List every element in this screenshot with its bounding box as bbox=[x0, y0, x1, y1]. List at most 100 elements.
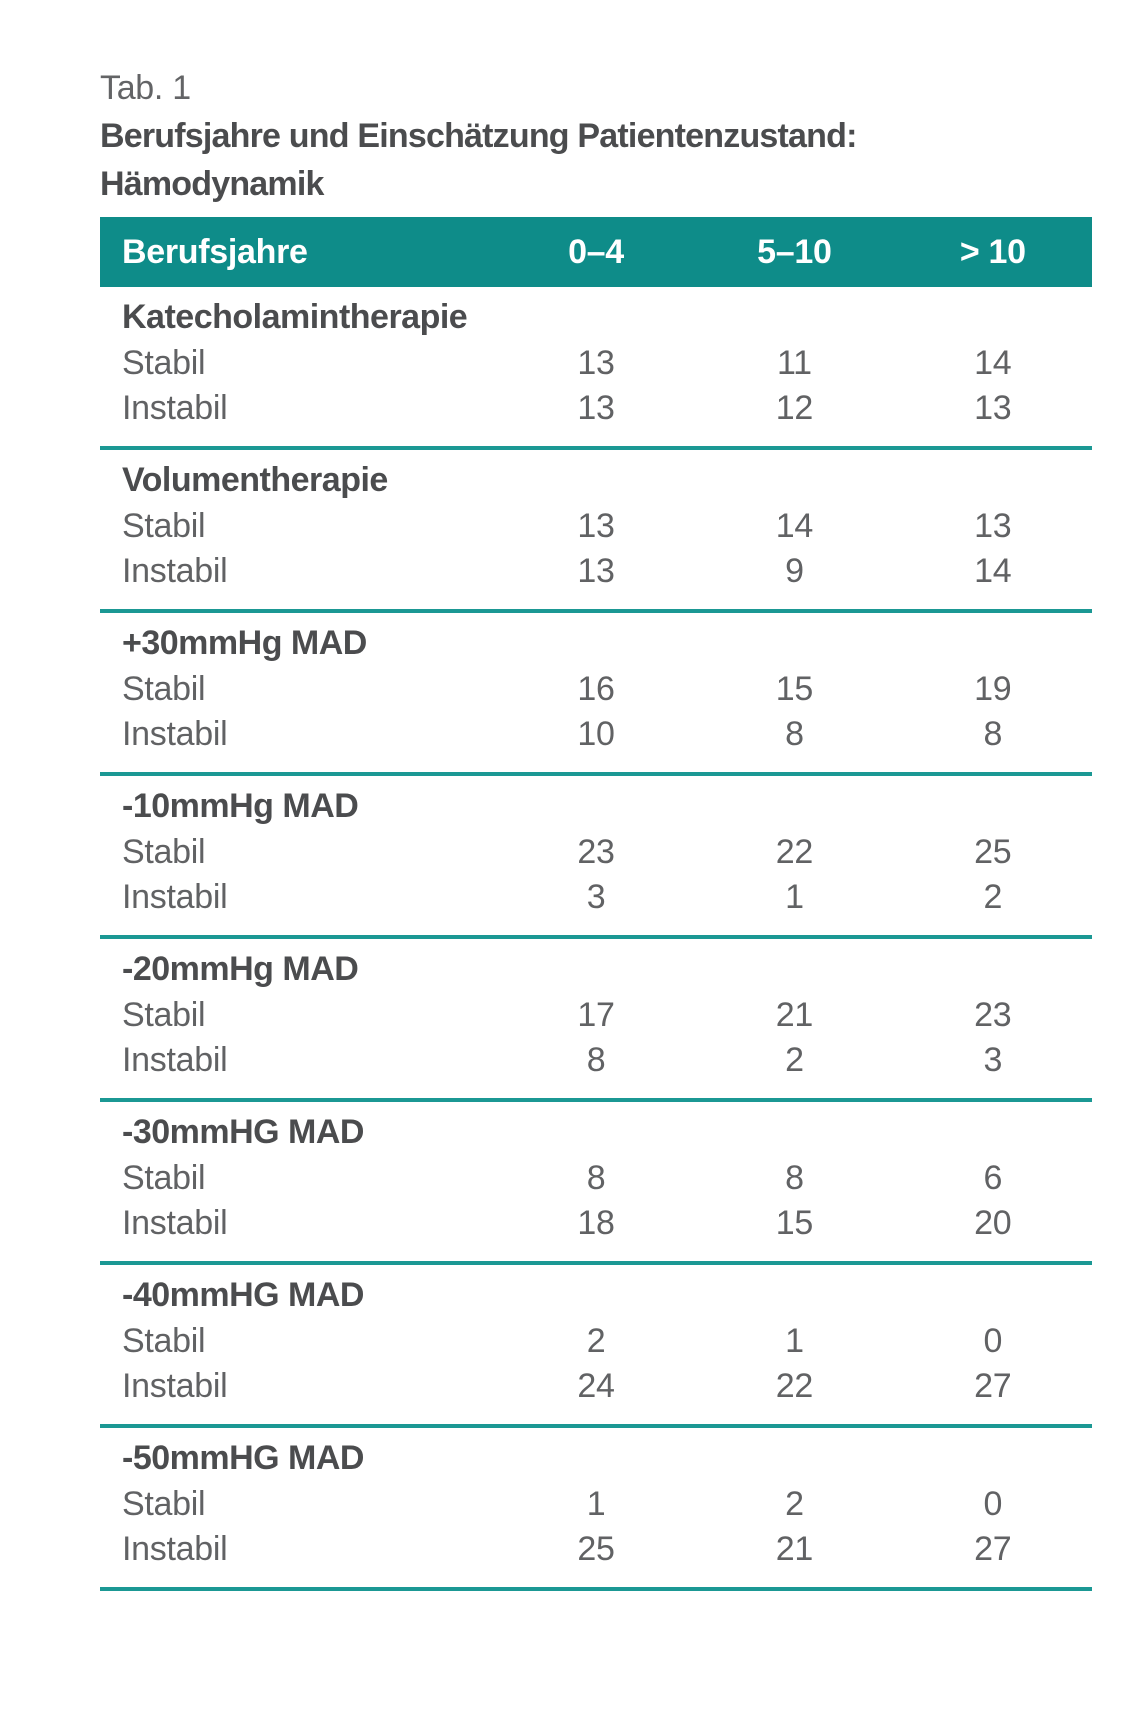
column-header-berufsjahre: Berufsjahre bbox=[122, 232, 308, 271]
section-title: Katecholamintherapie bbox=[122, 298, 468, 336]
cell-value: 11 bbox=[777, 344, 812, 382]
row-label: Stabil bbox=[122, 996, 206, 1034]
table-row: Stabil 2 1 0 bbox=[100, 1319, 1092, 1364]
row-label: Instabil bbox=[122, 1530, 228, 1568]
column-header-5-10: 5–10 bbox=[757, 232, 832, 271]
cell-value: 14 bbox=[775, 507, 814, 545]
cell-value: 22 bbox=[775, 833, 814, 871]
table-section: -40mmHG MAD Stabil 2 1 0 Instabil 24 22 27 bbox=[100, 1265, 1092, 1428]
cell-value: 25 bbox=[577, 1530, 615, 1568]
cell-value: 19 bbox=[974, 670, 1012, 708]
row-label: Instabil bbox=[122, 715, 228, 753]
cell-value: 8 bbox=[785, 715, 804, 753]
cell-value: 25 bbox=[974, 833, 1012, 871]
table-row: Instabil 13 12 13 bbox=[100, 386, 1092, 431]
table-figure: Tab. 1 Berufsjahre und Einschätzung Pati… bbox=[100, 64, 1092, 1591]
cell-value: 8 bbox=[785, 1159, 804, 1197]
row-label: Instabil bbox=[122, 389, 228, 427]
row-label: Instabil bbox=[122, 552, 228, 590]
cell-value: 18 bbox=[577, 1204, 615, 1242]
cell-value: 3 bbox=[586, 878, 606, 916]
row-label: Stabil bbox=[122, 507, 206, 545]
section-title: -50mmHG MAD bbox=[122, 1439, 364, 1477]
table-header-row: Berufsjahre 0–4 5–10 > 10 bbox=[100, 217, 1092, 287]
table-section: -10mmHg MAD Stabil 23 22 25 Instabil 3 1 2 bbox=[100, 776, 1092, 939]
cell-value: 15 bbox=[775, 670, 814, 708]
table-row: Instabil 10 8 8 bbox=[100, 712, 1092, 757]
column-header-0-4: 0–4 bbox=[568, 232, 624, 271]
row-label: Stabil bbox=[122, 1159, 206, 1197]
cell-value: 2 bbox=[785, 1485, 804, 1523]
table-row: Stabil 1 2 0 bbox=[100, 1482, 1092, 1527]
cell-value: 1 bbox=[785, 1322, 804, 1360]
table-section: +30mmHg MAD Stabil 16 15 19 Instabil 10 8 8 bbox=[100, 613, 1092, 776]
cell-value: 12 bbox=[775, 389, 814, 427]
row-label: Stabil bbox=[122, 833, 206, 871]
cell-value: 8 bbox=[586, 1041, 606, 1079]
cell-value: 9 bbox=[785, 552, 804, 590]
row-label: Instabil bbox=[122, 1041, 228, 1079]
row-label: Stabil bbox=[122, 1322, 206, 1360]
table-row: Stabil 13 14 13 bbox=[100, 504, 1092, 549]
table-row: Instabil 24 22 27 bbox=[100, 1364, 1092, 1409]
section-title: -10mmHg MAD bbox=[122, 787, 359, 825]
row-label: Instabil bbox=[122, 1367, 228, 1405]
table-title-line2: Hämodynamik bbox=[100, 165, 324, 203]
cell-value: 27 bbox=[974, 1530, 1012, 1568]
row-label: Instabil bbox=[122, 1204, 228, 1242]
cell-value: 13 bbox=[974, 507, 1012, 545]
cell-value: 13 bbox=[577, 507, 615, 545]
cell-value: 0 bbox=[983, 1485, 1003, 1523]
table-row: Stabil 16 15 19 bbox=[100, 667, 1092, 712]
section-title: -30mmHG MAD bbox=[122, 1113, 364, 1151]
cell-value: 6 bbox=[983, 1159, 1003, 1197]
cell-value: 13 bbox=[577, 552, 615, 590]
cell-value: 14 bbox=[974, 552, 1012, 590]
table-section: -50mmHG MAD Stabil 1 2 0 Instabil 25 21 27 bbox=[100, 1428, 1092, 1591]
table-title-line1: Berufsjahre und Einschätzung Patientenzu… bbox=[100, 117, 857, 155]
cell-value: 21 bbox=[775, 996, 814, 1034]
cell-value: 27 bbox=[974, 1367, 1012, 1405]
row-label: Stabil bbox=[122, 670, 206, 708]
table-row: Instabil 3 1 2 bbox=[100, 875, 1092, 920]
cell-value: 10 bbox=[577, 715, 615, 753]
cell-value: 13 bbox=[577, 389, 615, 427]
table-section: Volumentherapie Stabil 13 14 13 Instabil 13 9 14 bbox=[100, 450, 1092, 613]
cell-value: 20 bbox=[974, 1204, 1012, 1242]
cell-value: 0 bbox=[983, 1322, 1003, 1360]
table-number: Tab. 1 bbox=[100, 69, 191, 107]
cell-value: 21 bbox=[775, 1530, 814, 1568]
section-title: Volumentherapie bbox=[122, 461, 388, 499]
table-row: Instabil 18 15 20 bbox=[100, 1201, 1092, 1246]
cell-value: 22 bbox=[775, 1367, 814, 1405]
column-header-gt-10: > 10 bbox=[959, 232, 1026, 271]
table-row: Instabil 13 9 14 bbox=[100, 549, 1092, 594]
cell-value: 2 bbox=[785, 1041, 804, 1079]
cell-value: 2 bbox=[983, 878, 1003, 916]
table-title: Berufsjahre und Einschätzung Patientenzu… bbox=[100, 112, 1092, 208]
table-section: -20mmHg MAD Stabil 17 21 23 Instabil 8 2 3 bbox=[100, 939, 1092, 1102]
data-table: Berufsjahre 0–4 5–10 > 10 Katecholaminth… bbox=[100, 217, 1092, 1591]
cell-value: 8 bbox=[586, 1159, 606, 1197]
cell-value: 13 bbox=[974, 389, 1012, 427]
cell-value: 16 bbox=[577, 670, 615, 708]
table-row: Stabil 13 11 14 bbox=[100, 341, 1092, 386]
row-label: Instabil bbox=[122, 878, 228, 916]
section-title: -40mmHG MAD bbox=[122, 1276, 364, 1314]
table-row: Stabil 8 8 6 bbox=[100, 1156, 1092, 1201]
table-row: Instabil 25 21 27 bbox=[100, 1527, 1092, 1572]
table-row: Instabil 8 2 3 bbox=[100, 1038, 1092, 1083]
cell-value: 3 bbox=[983, 1041, 1003, 1079]
cell-value: 2 bbox=[586, 1322, 606, 1360]
cell-value: 17 bbox=[577, 996, 615, 1034]
table-row: Stabil 17 21 23 bbox=[100, 993, 1092, 1038]
section-title: +30mmHg MAD bbox=[122, 624, 367, 662]
table-section: -30mmHG MAD Stabil 8 8 6 Instabil 18 15 20 bbox=[100, 1102, 1092, 1265]
cell-value: 14 bbox=[974, 344, 1012, 382]
cell-value: 15 bbox=[775, 1204, 814, 1242]
table-section: Katecholamintherapie Stabil 13 11 14 Instabil… bbox=[100, 287, 1092, 450]
cell-value: 13 bbox=[577, 344, 615, 382]
row-label: Stabil bbox=[122, 344, 206, 382]
table-row: Stabil 23 22 25 bbox=[100, 830, 1092, 875]
cell-value: 24 bbox=[577, 1367, 615, 1405]
